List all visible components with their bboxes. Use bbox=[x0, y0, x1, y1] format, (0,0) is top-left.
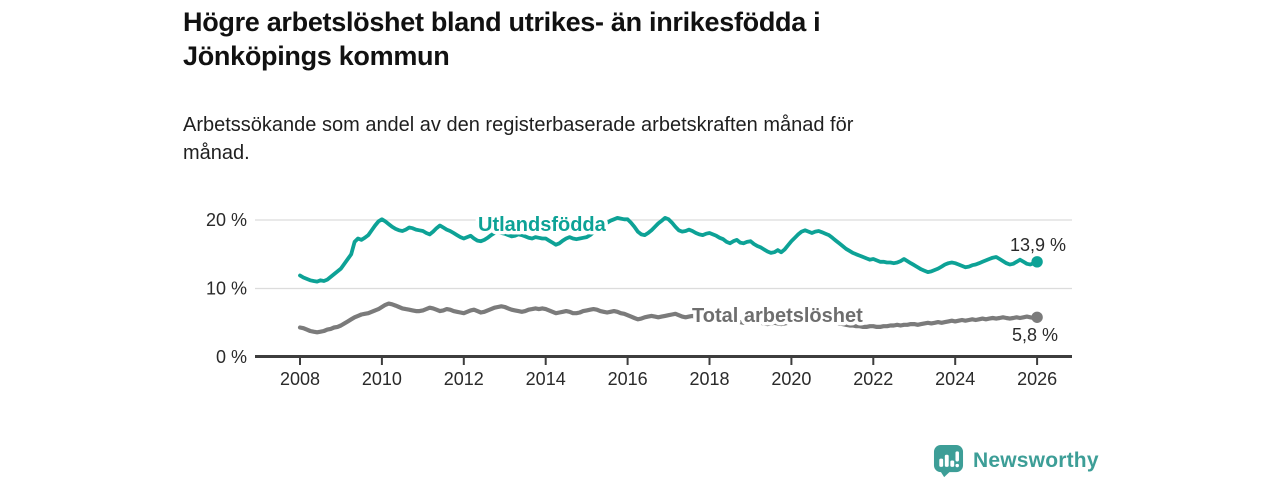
y-axis-label-20: 20 % bbox=[206, 210, 247, 230]
series-line-utlandsfodda bbox=[298, 215, 1039, 284]
y-axis-label-10: 10 % bbox=[206, 279, 247, 299]
series-end-value-utlandsfodda: 13,9 % bbox=[1010, 235, 1066, 255]
x-axis-label-2014: 2014 bbox=[526, 369, 566, 389]
x-axis-label-2008: 2008 bbox=[280, 369, 320, 389]
series-label-utlandsfodda: Utlandsfödda bbox=[478, 214, 607, 236]
series-label-halo-total-arbetsloshet: Total arbetslöshet bbox=[692, 305, 863, 327]
newsworthy-logo: Newsworthy bbox=[933, 444, 1099, 478]
series-end-value-total-arbetsloshet: 5,8 % bbox=[1012, 325, 1058, 345]
series-label-halo-utlandsfodda: Utlandsfödda bbox=[478, 214, 607, 236]
x-axis-label-2018: 2018 bbox=[689, 369, 729, 389]
x-axis-label-2022: 2022 bbox=[853, 369, 893, 389]
chart-subtitle: Arbetssökande som andel av den registerb… bbox=[183, 111, 1063, 167]
x-axis-label-2012: 2012 bbox=[444, 369, 484, 389]
chart-title: Högre arbetslöshet bland utrikes- än inr… bbox=[183, 5, 1043, 73]
y-axis-label-0: 0 % bbox=[216, 347, 247, 367]
newsworthy-bubble-chart-icon bbox=[933, 445, 964, 478]
x-axis-label-2016: 2016 bbox=[608, 369, 648, 389]
series-end-dot-total-arbetsloshet bbox=[1031, 311, 1043, 323]
x-axis-label-2026: 2026 bbox=[1017, 369, 1057, 389]
chart-title-line1: Högre arbetslöshet bland utrikes- än inr… bbox=[183, 7, 821, 37]
series-label-total-arbetsloshet: Total arbetslöshet bbox=[692, 305, 863, 327]
x-axis-label-2020: 2020 bbox=[771, 369, 811, 389]
series-end-dot-utlandsfodda bbox=[1031, 256, 1043, 268]
series-line-total-arbetsloshet bbox=[297, 301, 1040, 335]
chart-subtitle-line1: Arbetssökande som andel av den registerb… bbox=[183, 114, 854, 136]
newsworthy-wordmark: Newsworthy bbox=[973, 449, 1099, 472]
x-axis-label-2010: 2010 bbox=[362, 369, 402, 389]
chart-subtitle-line2: månad. bbox=[183, 142, 250, 164]
chart-title-line2: Jönköpings kommun bbox=[183, 41, 450, 71]
x-axis-label-2024: 2024 bbox=[935, 369, 975, 389]
